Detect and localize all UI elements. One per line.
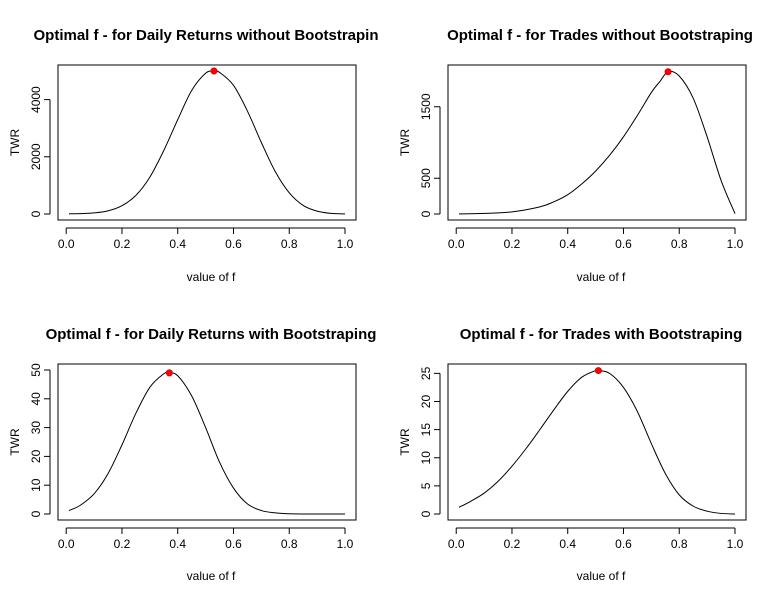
y-axis-label: TWR [398, 129, 412, 157]
optimal-f-point [210, 67, 218, 75]
twr-curve [68, 371, 346, 515]
optimal-f-point [165, 369, 173, 377]
y-axis: 0 500 1500 [419, 93, 441, 217]
twr-curve [68, 70, 346, 215]
chart-panel-4: Optimal f - for Trades with Bootstraping… [398, 326, 747, 583]
plot-frame [57, 64, 357, 221]
y-tick-label: 0 [419, 210, 433, 217]
y-tick-label: 20 [419, 395, 433, 409]
x-axis: 0.0 0.2 0.4 0.6 0.8 1.0 [58, 527, 354, 551]
x-tick-label: 0.4 [169, 537, 186, 551]
twr-curve [458, 369, 736, 515]
x-tick-label: 0.6 [615, 537, 632, 551]
y-tick-label: 2000 [29, 143, 43, 170]
plot-frame [447, 64, 747, 221]
y-tick-label: 500 [419, 168, 433, 188]
chart-title: Optimal f - for Trades without Bootstrap… [447, 27, 753, 44]
x-axis: 0.0 0.2 0.4 0.6 0.8 1.0 [448, 527, 744, 551]
x-tick-label: 0.2 [114, 537, 131, 551]
y-tick-label: 10 [419, 451, 433, 465]
plot-frame [447, 363, 747, 521]
x-axis-label: value of f [187, 270, 236, 284]
y-tick-label: 15 [419, 423, 433, 437]
y-tick-label: 25 [419, 366, 433, 380]
plot-frame [57, 363, 357, 521]
x-axis-label: value of f [577, 270, 626, 284]
chart-panel-1: Optimal f - for Daily Returns without Bo… [8, 27, 379, 284]
y-axis: 0 5 10 15 20 25 [419, 366, 441, 517]
y-axis: 0 2000 4000 [29, 86, 51, 217]
x-tick-label: 0.2 [504, 537, 521, 551]
x-tick-label: 0.6 [225, 237, 242, 251]
x-tick-label: 0.4 [169, 237, 186, 251]
y-axis-label: TWR [398, 428, 412, 456]
chart-title: Optimal f - for Trades with Bootstraping [460, 326, 743, 343]
x-tick-label: 1.0 [727, 237, 744, 251]
x-axis: 0.0 0.2 0.4 0.6 0.8 1.0 [58, 227, 354, 251]
x-tick-label: 0.0 [58, 537, 75, 551]
y-tick-label: 40 [29, 392, 43, 406]
chart-panel-3: Optimal f - for Daily Returns with Boots… [8, 326, 376, 583]
x-tick-label: 0.4 [559, 237, 576, 251]
x-tick-label: 0.4 [559, 537, 576, 551]
x-tick-label: 0.2 [504, 237, 521, 251]
y-tick-label: 50 [29, 363, 43, 377]
x-axis-label: value of f [187, 569, 236, 583]
y-tick-label: 5 [419, 482, 433, 489]
y-tick-label: 0 [419, 510, 433, 517]
optimal-f-point [594, 367, 602, 375]
x-tick-label: 0.8 [281, 237, 298, 251]
chart-title: Optimal f - for Daily Returns without Bo… [34, 27, 379, 44]
x-tick-label: 0.6 [615, 237, 632, 251]
x-tick-label: 0.8 [671, 537, 688, 551]
x-tick-label: 0.8 [671, 237, 688, 251]
y-tick-label: 30 [29, 421, 43, 435]
y-axis: 0 10 20 30 40 50 [29, 363, 51, 517]
chart-panel-2: Optimal f - for Trades without Bootstrap… [398, 27, 753, 284]
x-tick-label: 0.0 [448, 537, 465, 551]
x-tick-label: 1.0 [727, 537, 744, 551]
y-tick-label: 4000 [29, 86, 43, 113]
x-tick-label: 1.0 [337, 237, 354, 251]
y-axis-label: TWR [8, 428, 22, 456]
x-axis: 0.0 0.2 0.4 0.6 0.8 1.0 [448, 227, 744, 251]
y-tick-label: 20 [29, 449, 43, 463]
y-tick-label: 1500 [419, 93, 433, 120]
twr-curve [458, 70, 736, 215]
x-tick-label: 0.8 [281, 537, 298, 551]
y-axis-label: TWR [8, 129, 22, 157]
y-tick-label: 0 [29, 210, 43, 217]
optimal-f-point [664, 68, 672, 76]
x-tick-label: 1.0 [337, 537, 354, 551]
x-axis-label: value of f [577, 569, 626, 583]
x-tick-label: 0.2 [114, 237, 131, 251]
chart-title: Optimal f - for Daily Returns with Boots… [46, 326, 377, 343]
y-tick-label: 0 [29, 510, 43, 517]
y-tick-label: 10 [29, 478, 43, 492]
x-tick-label: 0.0 [58, 237, 75, 251]
x-tick-label: 0.0 [448, 237, 465, 251]
x-tick-label: 0.6 [225, 537, 242, 551]
